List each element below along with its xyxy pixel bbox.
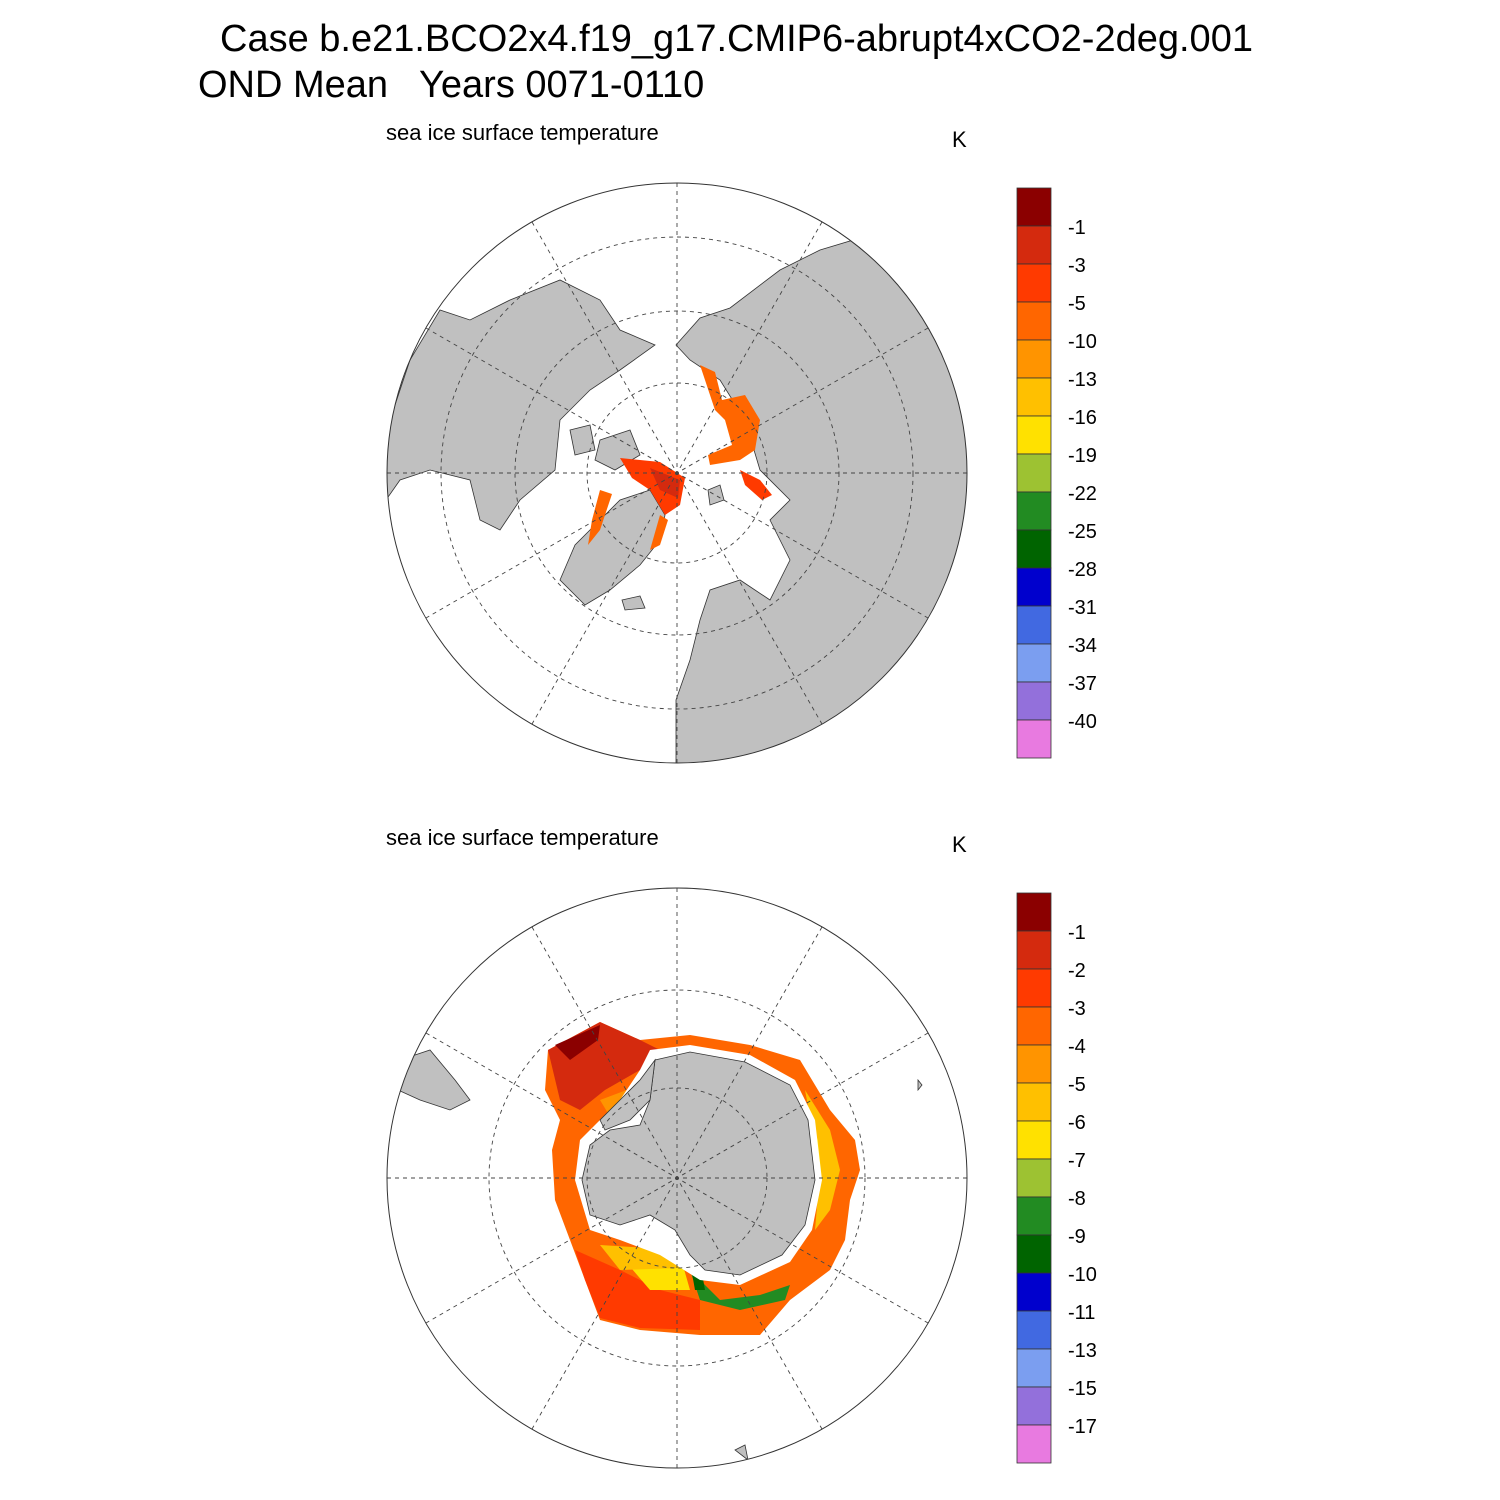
- south-colorbar-label: -10: [1068, 1264, 1097, 1286]
- south-colorbar-label: -6: [1068, 1112, 1086, 1134]
- south-colorbar-label: -5: [1068, 1074, 1086, 1096]
- north-colorbar-label: -3: [1068, 255, 1086, 277]
- north-colorbar-swatch: [1016, 491, 1052, 531]
- north-ice-greenland-sea: [620, 458, 685, 515]
- south-colorbar-swatch: [1016, 1348, 1052, 1388]
- south-unit-label: K: [952, 832, 967, 857]
- south-colorbar-label: -15: [1068, 1378, 1097, 1400]
- north-colorbar-label: -1: [1068, 217, 1086, 239]
- south-colorbar-swatch: [1016, 1196, 1052, 1236]
- south-colorbar-swatch: [1016, 1386, 1052, 1426]
- figure-case-title: Case b.e21.BCO2x4.f19_g17.CMIP6-abrupt4x…: [220, 18, 1253, 60]
- south-colorbar-label: -8: [1068, 1188, 1086, 1210]
- north-colorbar-label: -25: [1068, 521, 1097, 543]
- north-colorbar-swatch: [1016, 643, 1052, 683]
- south-colorbar-label: -2: [1068, 960, 1086, 982]
- south-colorbar-swatch: [1016, 1310, 1052, 1350]
- north-colorbar-label: -5: [1068, 293, 1086, 315]
- north-colorbar-swatch: [1016, 415, 1052, 455]
- north-ice-barents: [700, 365, 760, 465]
- north-colorbar-swatch: [1016, 605, 1052, 645]
- north-colorbar-label: -34: [1068, 635, 1097, 657]
- north-colorbar-swatch: [1016, 225, 1052, 265]
- north-colorbar-label: -22: [1068, 483, 1097, 505]
- north-colorbar-label: -37: [1068, 673, 1097, 695]
- south-colorbar-label: -4: [1068, 1036, 1086, 1058]
- south-colorbar-label: -3: [1068, 998, 1086, 1020]
- north-colorbar-swatch: [1016, 301, 1052, 341]
- north-colorbar-swatch: [1016, 377, 1052, 417]
- south-colorbar-swatch: [1016, 892, 1052, 932]
- north-polar-map: [386, 182, 968, 764]
- north-colorbar-swatch: [1016, 187, 1052, 227]
- south-colorbar: -1 -2 -3 -4 -5 -6 -7 -8 -9 -10 -11 -13 -15 -17: [1016, 892, 1097, 1464]
- south-colorbar-swatch: [1016, 968, 1052, 1008]
- south-colorbar-swatch: [1016, 1044, 1052, 1084]
- north-colorbar-swatch: [1016, 529, 1052, 569]
- south-colorbar-label: -7: [1068, 1150, 1086, 1172]
- figure-mean-title: OND Mean Years 0071-0110: [198, 64, 705, 106]
- south-colorbar-swatch: [1016, 1120, 1052, 1160]
- north-colorbar-label: -10: [1068, 331, 1097, 353]
- north-panel-title: sea ice surface temperature: [386, 120, 659, 145]
- south-colorbar-label: -13: [1068, 1340, 1097, 1362]
- north-colorbar-label: -19: [1068, 445, 1097, 467]
- north-colorbar-label: -31: [1068, 597, 1097, 619]
- south-colorbar-swatch: [1016, 1006, 1052, 1046]
- north-colorbar-label: -40: [1068, 711, 1097, 733]
- south-colorbar-swatch: [1016, 1424, 1052, 1464]
- north-colorbar-swatch: [1016, 719, 1052, 759]
- north-colorbar-swatch: [1016, 339, 1052, 379]
- north-colorbar-swatch: [1016, 263, 1052, 303]
- south-colorbar-label: -11: [1068, 1302, 1095, 1324]
- south-colorbar-swatch: [1016, 1272, 1052, 1312]
- north-land-north-america: [387, 279, 656, 531]
- south-land-south-america: [397, 1049, 471, 1111]
- north-unit-label: K: [952, 127, 967, 152]
- south-colorbar-label: -9: [1068, 1226, 1086, 1248]
- south-colorbar-swatch: [1016, 1234, 1052, 1274]
- south-polar-map: [386, 887, 968, 1469]
- north-colorbar: -1 -3 -5 -10 -13 -16 -19 -22 -25 -28 -31 -34 -37 -40: [1016, 187, 1097, 759]
- south-colorbar-swatch: [1016, 1082, 1052, 1122]
- north-colorbar-label: -28: [1068, 559, 1097, 581]
- north-colorbar-swatch: [1016, 681, 1052, 721]
- south-colorbar-label: -17: [1068, 1416, 1097, 1438]
- north-colorbar-label: -16: [1068, 407, 1097, 429]
- north-colorbar-label: -13: [1068, 369, 1097, 391]
- north-colorbar-swatch: [1016, 567, 1052, 607]
- south-panel-title: sea ice surface temperature: [386, 825, 659, 850]
- north-colorbar-swatch: [1016, 453, 1052, 493]
- south-colorbar-swatch: [1016, 1158, 1052, 1198]
- south-colorbar-label: -1: [1068, 922, 1086, 944]
- south-colorbar-swatch: [1016, 930, 1052, 970]
